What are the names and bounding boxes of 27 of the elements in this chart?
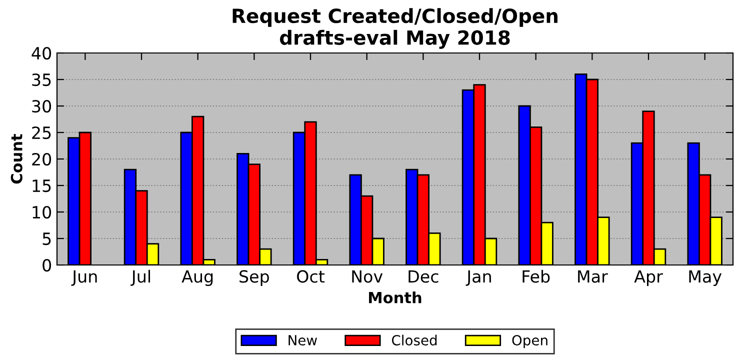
x-tick-label: Jan (466, 270, 491, 286)
y-tick-label: 0 (42, 258, 52, 272)
x-tick-label: Mar (578, 270, 608, 283)
x-tick-label: Feb (522, 270, 550, 283)
legend-label: Closed (392, 334, 437, 346)
legend-label: Open (512, 334, 548, 348)
x-tick-label: Jun (71, 270, 97, 286)
y-tick-label: 30 (32, 100, 52, 113)
x-tick-label: Dec (408, 270, 438, 283)
y-tick-label: 25 (32, 126, 51, 140)
x-tick-label: May (689, 270, 722, 286)
x-tick-label: Aug (182, 270, 213, 286)
y-tick-label: 15 (32, 180, 51, 192)
y-tick-label: 10 (32, 206, 52, 219)
y-tick-label: 5 (42, 232, 51, 246)
x-tick-label: Jul (130, 270, 150, 286)
y-tick-label: 20 (32, 152, 52, 166)
x-tick-label: Sep (240, 270, 269, 286)
x-tick-label: Nov (352, 270, 383, 283)
x-tick-label: Apr (634, 270, 663, 286)
y-axis-title: Count (10, 134, 22, 184)
y-tick-label: 40 (32, 46, 52, 60)
chart-title: Request Created/Closed/Open drafts-eval May 2018 (232, 8, 558, 49)
x-tick-label: Oct (297, 270, 325, 283)
legend-label: New (288, 335, 317, 346)
y-tick-label: 35 (32, 73, 51, 86)
x-axis-title: Month (369, 292, 422, 304)
